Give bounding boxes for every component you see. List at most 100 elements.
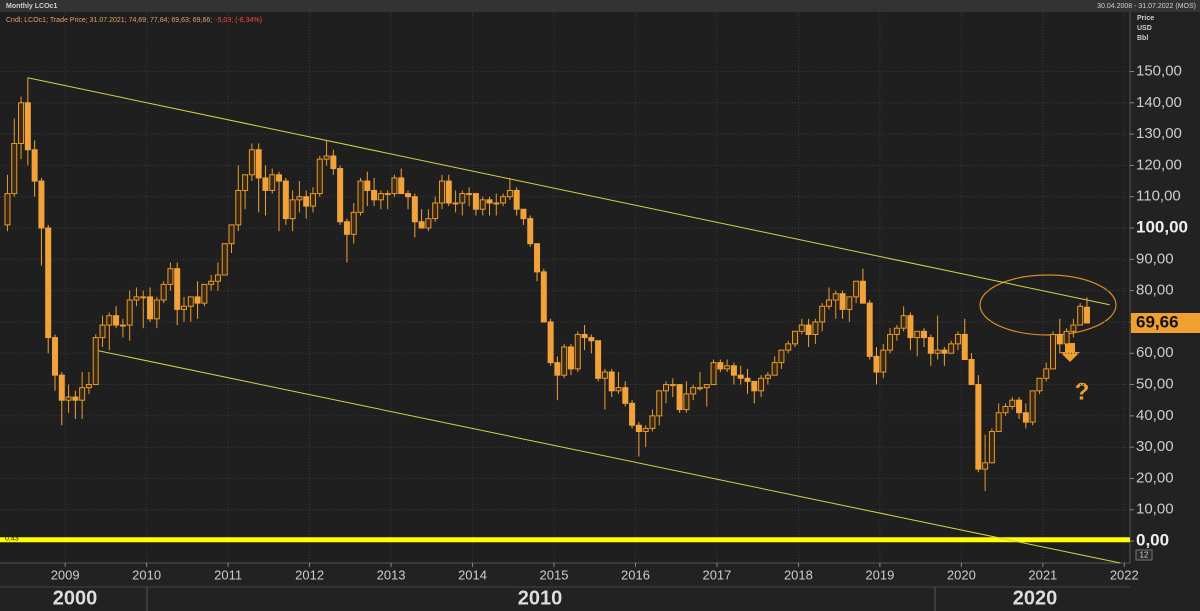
- candle-body: [601, 371, 608, 379]
- candle-body: [1050, 333, 1057, 370]
- candle-body: [153, 299, 160, 320]
- candle-body: [1002, 405, 1009, 414]
- chart-title: Monthly LCOc1: [6, 3, 57, 10]
- y-tick-label: 120,00: [1136, 156, 1182, 173]
- candle-body: [221, 243, 228, 276]
- decade-label: 2000: [53, 587, 98, 609]
- candle-body: [255, 149, 262, 179]
- candle-body: [133, 296, 140, 301]
- candle-body: [140, 296, 147, 299]
- candle-body: [323, 155, 330, 160]
- x-tick-label: 2015: [540, 567, 569, 582]
- candle-body: [99, 324, 106, 339]
- candle-body: [615, 387, 622, 392]
- candle-body: [792, 330, 799, 345]
- candle-body: [343, 221, 350, 235]
- candle-body: [635, 424, 642, 433]
- candle-body: [771, 362, 778, 376]
- candle-body: [242, 174, 249, 191]
- candle-body: [350, 211, 357, 235]
- candle-body: [893, 327, 900, 335]
- candle-body: [147, 296, 154, 320]
- candle-body: [839, 293, 846, 310]
- candle-body: [853, 280, 860, 298]
- x-tick-label: 2012: [295, 567, 324, 582]
- highlight-ellipse: [979, 274, 1117, 336]
- candle-body: [581, 333, 588, 339]
- candle-body: [819, 305, 826, 323]
- candle-body: [880, 349, 887, 373]
- unit-label: Price: [1137, 15, 1154, 22]
- y-tick-label: 150,00: [1136, 62, 1182, 79]
- candle-body: [1077, 305, 1084, 326]
- candle-body: [493, 202, 500, 205]
- annotation: ?: [1075, 378, 1090, 405]
- candle-body: [106, 315, 113, 326]
- candle-body: [228, 224, 235, 245]
- axis-badge-box: [1135, 549, 1153, 561]
- candle-body: [160, 283, 167, 301]
- y-tick-label: 0,00: [1136, 531, 1169, 550]
- candle-body: [941, 349, 948, 354]
- y-tick-label: 20,00: [1136, 469, 1174, 486]
- x-tick-label: 2021: [1028, 567, 1057, 582]
- candle-body: [656, 390, 663, 417]
- candle-body: [92, 337, 99, 386]
- candle-body: [676, 384, 683, 411]
- candle-body: [364, 180, 371, 191]
- candle-body: [744, 377, 751, 382]
- candle-body: [187, 296, 194, 307]
- y-tick-label: 40,00: [1136, 407, 1174, 424]
- candle-body: [805, 324, 812, 335]
- y-tick-label: 100,00: [1136, 218, 1188, 237]
- candle-body: [995, 412, 1002, 433]
- candle-body: [357, 180, 364, 213]
- y-tick-label: 80,00: [1136, 282, 1174, 299]
- candle-body: [201, 283, 208, 304]
- y-tick-label: 50,00: [1136, 376, 1174, 393]
- candle-body: [1036, 377, 1043, 392]
- candle-body: [459, 193, 466, 204]
- candle-body: [235, 189, 242, 226]
- decade-label: 2010: [518, 587, 563, 609]
- candle-body: [85, 384, 92, 389]
- candle-body: [303, 196, 310, 207]
- candle-body: [126, 299, 133, 326]
- candle-body: [669, 384, 676, 387]
- candle-body: [276, 174, 283, 182]
- candle-body: [479, 199, 486, 210]
- candle-body: [690, 387, 697, 395]
- candle-body: [500, 196, 507, 204]
- header-bar: [0, 0, 1200, 12]
- candle-body: [751, 380, 758, 392]
- candle-body: [663, 384, 670, 392]
- candle-body: [167, 268, 174, 285]
- candle-body: [608, 371, 615, 392]
- y-tick-label: 90,00: [1136, 250, 1174, 267]
- y-tick-label: 110,00: [1136, 188, 1181, 205]
- candle-body: [337, 168, 344, 223]
- candle-body: [948, 343, 955, 354]
- candle-body: [506, 189, 513, 198]
- candle-body: [486, 199, 493, 204]
- candle-body: [866, 302, 873, 357]
- candle-body: [45, 227, 52, 339]
- candle-body: [418, 221, 425, 229]
- candle-body: [1056, 333, 1063, 345]
- candle-body: [927, 337, 934, 354]
- candle-body: [72, 396, 79, 401]
- candle-body: [472, 193, 479, 210]
- down-arrow: [1060, 343, 1080, 362]
- x-tick-label: 2022: [1110, 567, 1139, 582]
- candle-body: [588, 337, 595, 342]
- candle-body: [65, 396, 72, 401]
- candle-body: [1063, 330, 1070, 345]
- x-tick-label: 2009: [51, 567, 80, 582]
- y-tick-label: 30,00: [1136, 438, 1174, 455]
- candle-body: [391, 177, 398, 195]
- candle-body: [561, 346, 568, 376]
- candle-body: [534, 243, 541, 273]
- candle-body: [51, 337, 58, 376]
- candle-body: [208, 280, 215, 285]
- candle-body: [1022, 412, 1029, 423]
